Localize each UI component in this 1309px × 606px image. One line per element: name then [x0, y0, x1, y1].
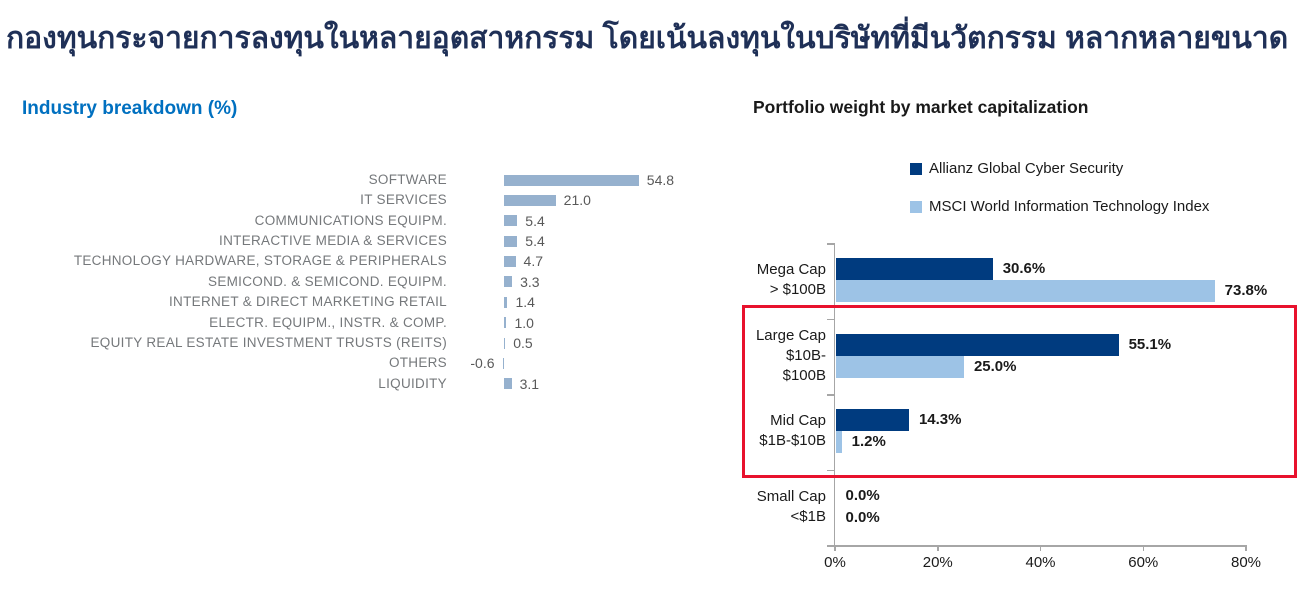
industry-row: SEMICOND. & SEMICOND. EQUIPM. 3.3	[0, 272, 780, 292]
industry-category-label: INTERNET & DIRECT MARKETING RETAIL	[169, 294, 447, 310]
x-axis-tick-label: 60%	[1128, 554, 1159, 571]
bar-value-label: 1.2%	[851, 433, 886, 450]
bar-value-label: 73.8%	[1224, 282, 1268, 299]
category-axis-tick	[827, 394, 834, 396]
industry-row: COMMUNICATIONS EQUIPM. 5.4	[0, 211, 780, 231]
category-label: Mid Cap $1B-$10B	[676, 411, 826, 451]
industry-bar	[504, 195, 556, 207]
highlight-rectangle	[742, 305, 1297, 478]
allianz-bar	[835, 333, 1119, 356]
industry-bar	[504, 174, 639, 186]
category-axis-tick	[827, 545, 834, 547]
bar-value-label: 0.0%	[845, 508, 880, 526]
industry-bar	[504, 256, 516, 268]
industry-value-label: 5.4	[525, 233, 545, 250]
category-label-line: Mid Cap	[770, 412, 826, 429]
industry-category-label: TECHNOLOGY HARDWARE, STORAGE & PERIPHERA…	[73, 253, 447, 269]
x-axis-tick-label: 80%	[1230, 554, 1262, 571]
industry-value-label: 21.0	[563, 192, 591, 209]
bar-value-label: 30.6%	[1002, 260, 1046, 277]
category-axis-tick	[827, 318, 834, 320]
x-axis-tick-label: 0%	[824, 554, 846, 571]
msci-bar	[835, 280, 1215, 302]
industry-value-label: 5.4	[525, 212, 545, 229]
industry-bar	[504, 235, 518, 247]
industry-row: LIQUIDITY 3.1	[0, 374, 780, 394]
category-axis-tick	[827, 469, 834, 471]
market-cap-title: Portfolio weight by market capitalizatio…	[753, 97, 1089, 117]
allianz-bar	[835, 258, 993, 280]
industry-value-label: 1.4	[515, 294, 535, 311]
industry-value-label: 3.3	[520, 273, 540, 290]
bar-value-label: 0.0%	[845, 486, 880, 504]
category-label: Small Cap <$1B	[676, 487, 826, 527]
category-axis-tick	[827, 243, 834, 245]
industry-value-label: 0.5	[513, 334, 533, 351]
industry-row: TECHNOLOGY HARDWARE, STORAGE & PERIPHERA…	[0, 251, 780, 271]
x-axis-tick	[1245, 545, 1247, 551]
industry-row: INTERNET & DIRECT MARKETING RETAIL 1.4	[0, 292, 780, 312]
legend-swatch-msci-icon	[910, 200, 922, 213]
legend-label-allianz: Allianz Global Cyber Security	[929, 160, 1124, 177]
industry-bar	[504, 378, 512, 390]
x-axis-tick	[1142, 545, 1144, 551]
industry-value-label: -0.6	[470, 355, 495, 372]
allianz-bar	[835, 409, 909, 431]
industry-category-label: EQUITY REAL ESTATE INVESTMENT TRUSTS (RE…	[90, 334, 447, 350]
industry-value-label: 1.0	[514, 314, 534, 331]
category-label-line: <$1B	[790, 507, 826, 525]
x-axis-tick-label: 40%	[1025, 554, 1056, 571]
industry-bar	[504, 317, 507, 329]
industry-value-label: 54.8	[646, 172, 675, 188]
industry-category-label: OTHERS	[388, 355, 447, 371]
x-axis-line	[833, 545, 1247, 547]
industry-bar	[504, 276, 513, 288]
industry-row: INTERACTIVE MEDIA & SERVICES 5.4	[0, 231, 780, 251]
page-title: กองทุนกระจายการลงทุนในหลายอุตสาหกรรม โดย…	[6, 22, 1289, 55]
category-label-line: Small Cap	[756, 487, 826, 505]
y-axis-line	[833, 243, 836, 545]
industry-bar	[504, 215, 518, 227]
industry-bar	[504, 296, 508, 308]
industry-row: ELECTR. EQUIPM., INSTR. & COMP. 1.0	[0, 313, 780, 333]
industry-row: SOFTWARE 54.8	[0, 170, 780, 190]
industry-bar	[502, 357, 504, 369]
industry-category-label: INTERACTIVE MEDIA & SERVICES	[219, 233, 447, 249]
industry-row: IT SERVICES 21.0	[0, 190, 780, 210]
industry-category-label: LIQUIDITY	[378, 375, 447, 391]
category-label-line: $1B-$10B	[759, 432, 826, 449]
industry-breakdown-title: Industry breakdown (%)	[22, 98, 238, 119]
x-axis-tick-label: 20%	[922, 554, 953, 571]
legend-item-allianz: Allianz Global Cyber Security	[910, 160, 1123, 177]
msci-bar	[835, 431, 842, 453]
industry-bar	[504, 337, 506, 349]
industry-category-label: COMMUNICATIONS EQUIPM.	[254, 212, 447, 228]
legend-swatch-allianz-icon	[910, 162, 922, 175]
msci-bar	[835, 355, 964, 378]
x-axis-tick	[1039, 545, 1042, 551]
industry-category-label: SOFTWARE	[368, 172, 447, 187]
x-axis-tick	[834, 545, 836, 551]
bar-value-label: 14.3%	[918, 411, 962, 428]
industry-category-label: SEMICOND. & SEMICOND. EQUIPM.	[208, 273, 447, 289]
industry-value-label: 4.7	[523, 253, 544, 270]
industry-value-label: 3.1	[519, 375, 540, 392]
x-axis-tick	[937, 545, 939, 551]
bar-value-label: 25.0%	[973, 357, 1017, 375]
industry-breakdown-chart: SOFTWARE 54.8 IT SERVICES 21.0 COMMUNICATION…	[0, 170, 780, 396]
industry-row: OTHERS -0.6	[0, 353, 780, 373]
legend-label-msci: MSCI World Information Technology Index	[929, 198, 1210, 215]
industry-category-label: ELECTR. EQUIPM., INSTR. & COMP.	[209, 314, 447, 330]
legend-item-msci: MSCI World Information Technology Index	[910, 198, 1209, 215]
bar-value-label: 55.1%	[1128, 335, 1172, 353]
industry-category-label: IT SERVICES	[360, 192, 447, 208]
industry-row: EQUITY REAL ESTATE INVESTMENT TRUSTS (RE…	[0, 333, 780, 353]
